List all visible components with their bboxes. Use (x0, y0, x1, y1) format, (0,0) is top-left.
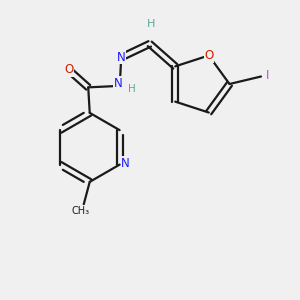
Text: H: H (128, 85, 136, 94)
Text: N: N (117, 51, 126, 64)
Text: H: H (147, 20, 155, 29)
Text: O: O (204, 49, 213, 62)
Text: O: O (64, 64, 74, 76)
Text: CH₃: CH₃ (71, 206, 89, 216)
Text: I: I (266, 69, 269, 82)
Text: N: N (114, 77, 123, 90)
Text: N: N (121, 157, 130, 169)
